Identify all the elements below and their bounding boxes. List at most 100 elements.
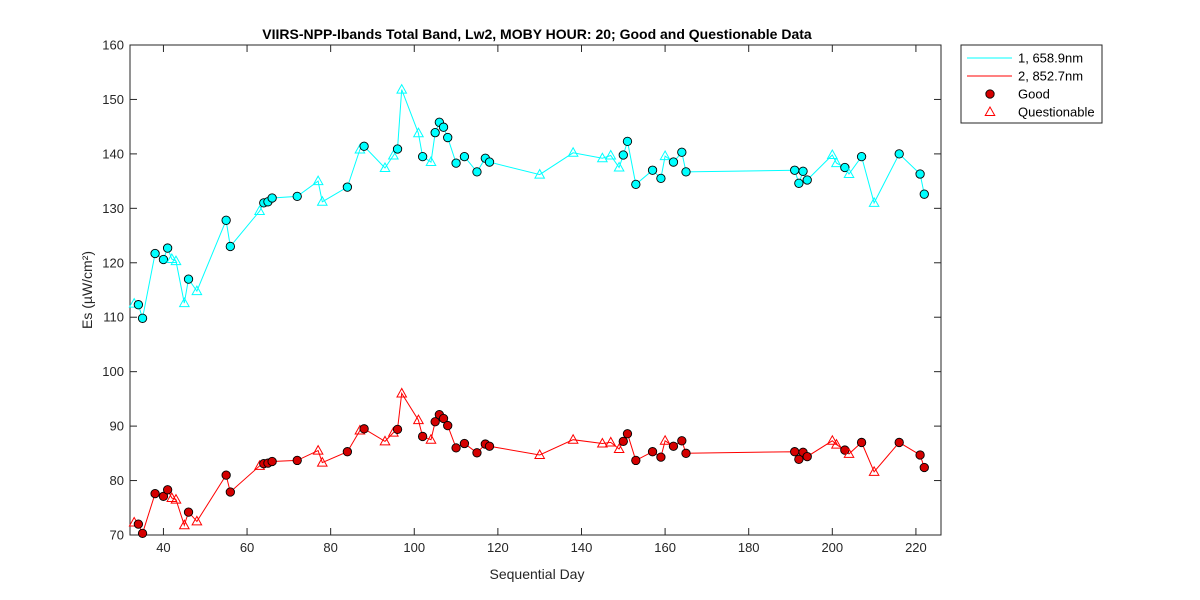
good-point: [656, 452, 666, 462]
good-point: [443, 420, 453, 431]
good-point: [647, 165, 658, 175]
good-point: [417, 151, 428, 162]
questionable-point: [178, 297, 190, 308]
good-point: [894, 149, 904, 159]
good-point: [790, 447, 800, 457]
questionable-point: [312, 444, 324, 455]
good-point: [158, 491, 169, 501]
questionable-point: [387, 149, 399, 160]
good-point: [802, 175, 812, 185]
good-point: [162, 485, 173, 495]
questionable-point: [316, 456, 328, 467]
questionable-point: [868, 465, 880, 476]
good-point: [451, 158, 461, 168]
questionable-point: [379, 435, 391, 446]
good-point: [150, 248, 160, 259]
good-point: [894, 437, 904, 448]
questionable-point: [826, 434, 838, 445]
good-point: [618, 436, 628, 447]
good-point: [631, 179, 641, 190]
good-point: [438, 122, 449, 132]
questionable-point: [166, 252, 178, 263]
good-point: [677, 436, 687, 446]
good-point: [618, 150, 628, 160]
good-point: [622, 136, 633, 147]
good-point: [392, 144, 403, 154]
good-point: [430, 128, 440, 138]
y-tick-label: 130: [102, 201, 124, 216]
questionable-point: [613, 161, 625, 172]
questionable-point: [830, 438, 843, 449]
questionable-point: [316, 195, 328, 206]
x-axis-label: Sequential Day: [490, 566, 585, 582]
good-point: [668, 441, 679, 451]
questionable-point: [191, 515, 203, 526]
y-axis-label: Es (µW/cm²): [79, 251, 95, 329]
x-tick-label: 220: [905, 540, 927, 555]
legend: 1, 658.9nm 2, 852.7nm Good Questionable: [960, 44, 1103, 124]
good-point: [150, 488, 160, 499]
good-point: [225, 487, 235, 497]
good-point: [133, 519, 144, 529]
good-point: [459, 151, 470, 162]
good-point: [221, 215, 231, 225]
questionable-point: [826, 148, 838, 159]
good-point: [794, 454, 804, 464]
good-point: [292, 455, 302, 466]
y-tick-label: 110: [103, 310, 124, 325]
questionable-point: [396, 83, 408, 94]
axis-ticks: 40 60 80 100 120 140 160 180 200 220 70 80 90 100 110 1…: [102, 38, 941, 555]
questionable-point: [170, 493, 182, 504]
legend-label: Good: [1018, 87, 1050, 102]
chart-title: VIIRS-NPP-Ibands Total Band, Lw2, MOBY H…: [262, 26, 812, 42]
good-point: [267, 193, 277, 203]
good-point: [790, 165, 800, 175]
y-tick-label: 160: [102, 38, 124, 53]
good-point: [840, 445, 850, 455]
good-point: [656, 173, 666, 184]
good-point: [856, 151, 867, 162]
good-point: [919, 462, 929, 473]
good-point: [919, 189, 929, 199]
x-tick-label: 200: [821, 540, 843, 555]
good-point: [840, 162, 850, 173]
questionable-point: [412, 127, 425, 138]
x-tick-label: 160: [654, 540, 676, 555]
legend-swatch-circle: [985, 89, 995, 99]
good-point: [794, 178, 804, 188]
good-point: [668, 157, 679, 167]
questionable-point: [659, 434, 671, 445]
questionable-point: [534, 168, 546, 179]
good-point: [221, 470, 231, 480]
y-tick-label: 100: [102, 364, 124, 379]
questionable-point: [191, 285, 203, 296]
good-point: [137, 528, 148, 539]
legend-label: Questionable: [1018, 105, 1095, 120]
questionable-point: [843, 168, 855, 179]
good-point: [430, 417, 440, 427]
good-point: [438, 413, 449, 424]
x-tick-label: 100: [403, 540, 425, 555]
good-point: [681, 448, 691, 458]
good-point: [484, 441, 495, 451]
good-point: [856, 437, 867, 448]
questionable-point: [567, 433, 579, 444]
y-tick-label: 90: [110, 419, 124, 434]
x-tick-label: 40: [156, 540, 170, 555]
questionable-point: [613, 442, 625, 453]
questionable-point: [178, 519, 190, 530]
good-point: [359, 424, 369, 434]
good-point: [677, 147, 687, 157]
questionable-point: [170, 255, 182, 266]
y-tick-label: 120: [102, 255, 124, 270]
good-point: [267, 456, 277, 467]
series-layer: [128, 83, 929, 539]
good-point: [647, 447, 658, 457]
good-point: [622, 429, 633, 439]
good-point: [342, 182, 353, 192]
y-tick-label: 150: [102, 92, 124, 107]
good-point: [472, 167, 482, 177]
good-point: [459, 438, 470, 449]
questionable-point: [659, 150, 671, 161]
